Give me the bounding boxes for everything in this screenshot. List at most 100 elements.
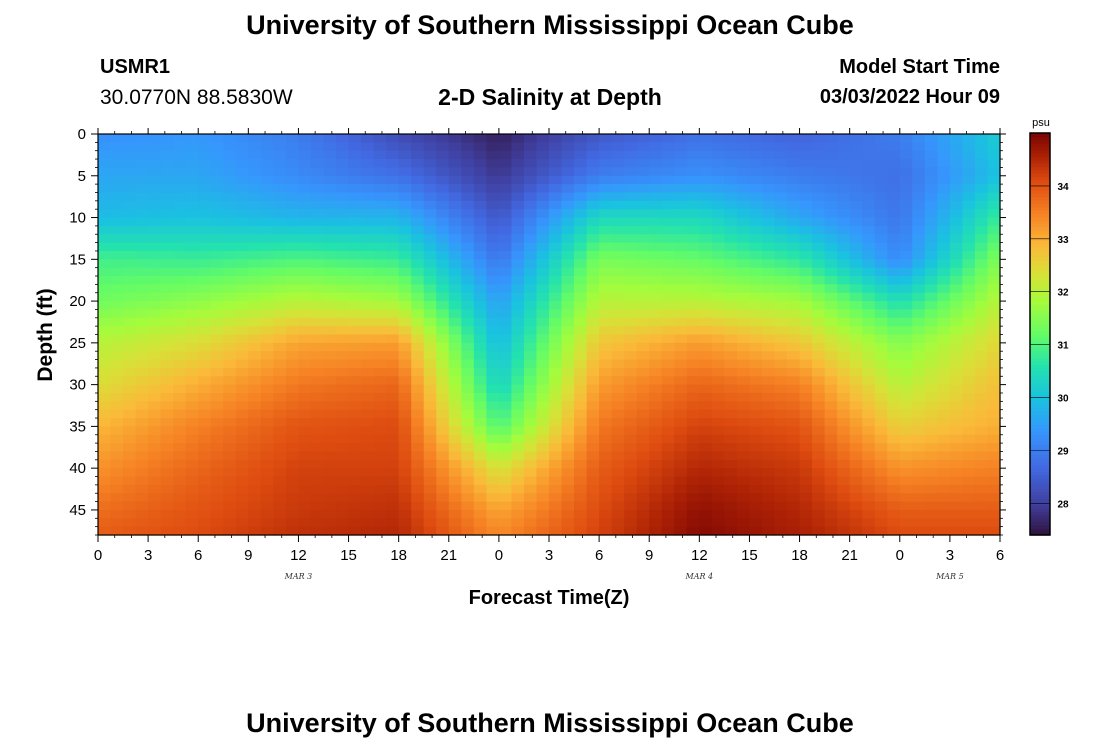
heatmap-cell bbox=[674, 501, 688, 511]
heatmap-cell bbox=[498, 359, 513, 369]
heatmap-cell bbox=[386, 359, 400, 369]
heatmap-cell bbox=[123, 334, 137, 344]
heatmap-cell bbox=[386, 459, 400, 469]
heatmap-cell bbox=[498, 342, 513, 352]
heatmap-cell bbox=[574, 150, 588, 160]
heatmap-cell bbox=[448, 518, 462, 528]
heatmap-cell bbox=[937, 326, 951, 336]
heatmap-cell bbox=[674, 242, 688, 252]
heatmap-cell bbox=[298, 150, 312, 160]
heatmap-cell bbox=[198, 526, 212, 536]
heatmap-cell bbox=[987, 476, 1001, 486]
heatmap-cell bbox=[599, 418, 613, 427]
heatmap-cell bbox=[235, 451, 249, 461]
heatmap-cell bbox=[661, 317, 675, 327]
heatmap-cell bbox=[887, 468, 901, 478]
heatmap-cell bbox=[173, 326, 187, 336]
heatmap-cell bbox=[724, 309, 738, 319]
heatmap-cell bbox=[135, 276, 149, 285]
heatmap-cell bbox=[386, 518, 400, 528]
y-tick-label: 25 bbox=[69, 335, 86, 352]
heatmap-cell bbox=[323, 184, 337, 194]
heatmap-cell bbox=[661, 476, 675, 486]
heatmap-cell bbox=[937, 468, 951, 478]
heatmap-cell bbox=[486, 150, 500, 160]
heatmap-cell bbox=[273, 217, 287, 227]
heatmap-cell bbox=[98, 150, 112, 160]
heatmap-cell bbox=[98, 225, 112, 235]
heatmap-cell bbox=[574, 267, 588, 277]
heatmap-cell bbox=[336, 209, 350, 219]
heatmap-cell bbox=[386, 159, 400, 169]
heatmap-cell bbox=[686, 159, 700, 169]
heatmap-cell bbox=[461, 401, 475, 411]
heatmap-cell bbox=[285, 301, 300, 311]
heatmap-cell bbox=[686, 468, 700, 478]
heatmap-cell bbox=[148, 200, 162, 210]
heatmap-cell bbox=[912, 142, 926, 152]
heatmap-cell bbox=[260, 326, 274, 336]
heatmap-cell bbox=[699, 225, 713, 235]
heatmap-cell bbox=[561, 192, 575, 202]
heatmap-cell bbox=[912, 167, 926, 177]
heatmap-cell bbox=[812, 225, 826, 235]
heatmap-cell bbox=[473, 434, 487, 444]
heatmap-cell bbox=[749, 267, 763, 277]
heatmap-cell bbox=[611, 443, 625, 453]
heatmap-cell bbox=[987, 484, 1001, 494]
heatmap-cell bbox=[699, 476, 713, 486]
heatmap-cell bbox=[198, 134, 212, 143]
heatmap-cell bbox=[373, 351, 387, 361]
heatmap-cell bbox=[862, 209, 876, 219]
heatmap-cell bbox=[498, 309, 513, 319]
heatmap-cell bbox=[887, 418, 901, 427]
heatmap-cell bbox=[448, 292, 462, 302]
colorbar-segment bbox=[1030, 468, 1050, 472]
heatmap-cell bbox=[574, 225, 588, 235]
heatmap-cell bbox=[185, 301, 199, 311]
heatmap-cell bbox=[248, 284, 262, 294]
heatmap-cell bbox=[924, 468, 938, 478]
heatmap-cell bbox=[110, 317, 124, 327]
heatmap-cell bbox=[285, 184, 300, 194]
heatmap-cell bbox=[148, 184, 162, 194]
heatmap-cell bbox=[423, 459, 437, 469]
heatmap-cell bbox=[273, 276, 287, 285]
colorbar-segment bbox=[1030, 303, 1050, 308]
heatmap-cell bbox=[862, 476, 876, 486]
heatmap-cell bbox=[323, 159, 337, 169]
heatmap-cell bbox=[373, 317, 387, 327]
heatmap-cell bbox=[812, 175, 826, 185]
heatmap-cell bbox=[924, 267, 938, 277]
heatmap-cell bbox=[148, 526, 162, 536]
heatmap-cell bbox=[123, 192, 137, 202]
heatmap-cell bbox=[298, 142, 312, 152]
heatmap-cell bbox=[386, 284, 400, 294]
heatmap-cell bbox=[511, 267, 525, 277]
heatmap-cell bbox=[874, 284, 888, 294]
heatmap-cell bbox=[761, 276, 776, 285]
heatmap-cell bbox=[248, 392, 262, 402]
heatmap-cell bbox=[461, 225, 475, 235]
colorbar-segment bbox=[1030, 260, 1050, 265]
heatmap-cell bbox=[787, 217, 801, 227]
heatmap-cell bbox=[386, 150, 400, 160]
heatmap-cell bbox=[498, 326, 513, 336]
heatmap-cell bbox=[799, 334, 813, 344]
heatmap-cell bbox=[962, 384, 976, 394]
heatmap-cell bbox=[962, 267, 976, 277]
heatmap-cell bbox=[849, 175, 863, 185]
heatmap-cell bbox=[624, 175, 638, 185]
heatmap-cell bbox=[348, 225, 362, 235]
colorbar-segment bbox=[1030, 327, 1050, 332]
heatmap-cell bbox=[787, 192, 801, 202]
x-tick-label: 6 bbox=[194, 547, 202, 564]
heatmap-cell bbox=[711, 317, 725, 327]
heatmap-cell bbox=[549, 192, 563, 202]
heatmap-cell bbox=[285, 342, 300, 352]
x-tick-label: 9 bbox=[244, 547, 252, 564]
heatmap-cell bbox=[123, 225, 137, 235]
heatmap-cell bbox=[511, 259, 525, 269]
heatmap-cell bbox=[135, 418, 149, 427]
heatmap-cell bbox=[586, 301, 600, 311]
